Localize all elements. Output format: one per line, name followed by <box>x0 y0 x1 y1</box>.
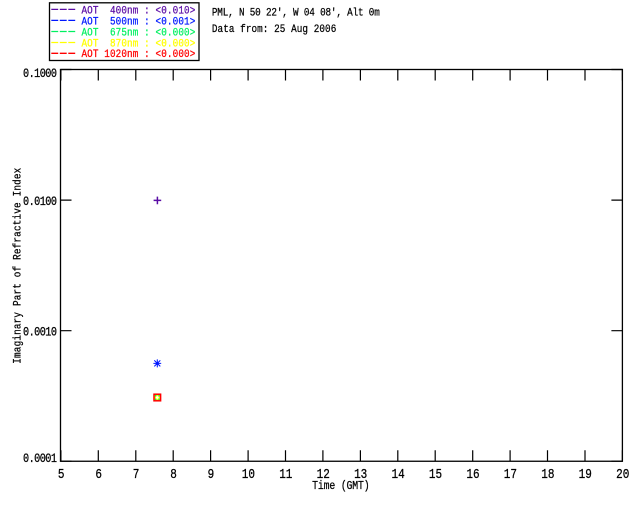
svg-text:AOT 1020nm : <0.000>: AOT 1020nm : <0.000> <box>82 48 196 61</box>
svg-text:13: 13 <box>354 467 367 482</box>
svg-text:19: 19 <box>579 467 592 482</box>
svg-text:0.0001: 0.0001 <box>23 453 57 466</box>
svg-text:8: 8 <box>170 467 177 482</box>
svg-text:10: 10 <box>242 467 255 482</box>
svg-text:11: 11 <box>279 467 292 482</box>
svg-text:PML, N 50 22', W 04 08', Alt 0: PML, N 50 22', W 04 08', Alt 0m <box>212 7 380 20</box>
svg-text:0.1000: 0.1000 <box>23 68 57 81</box>
svg-text:9: 9 <box>208 467 215 482</box>
svg-text:Time (GMT): Time (GMT) <box>312 480 370 493</box>
svg-text:15: 15 <box>429 467 442 482</box>
svg-text:7: 7 <box>133 467 140 482</box>
svg-text:Imaginary Part of Refractive I: Imaginary Part of Refractive Index <box>12 168 25 364</box>
svg-text:AOT 400nm : <0.010>: AOT 400nm : <0.010> <box>82 5 196 18</box>
svg-text:0.0100: 0.0100 <box>23 196 57 209</box>
svg-text:5: 5 <box>58 467 65 482</box>
svg-text:Data from: 25 Aug 2006: Data from: 25 Aug 2006 <box>212 23 336 36</box>
svg-text:20: 20 <box>616 467 629 482</box>
svg-text:18: 18 <box>541 467 554 482</box>
svg-text:AOT 500nm : <0.001>: AOT 500nm : <0.001> <box>82 16 196 29</box>
svg-text:16: 16 <box>466 467 479 482</box>
svg-text:AOT 870nm : <0.000>: AOT 870nm : <0.000> <box>82 38 196 51</box>
svg-text:AOT 675nm : <0.000>: AOT 675nm : <0.000> <box>82 27 196 40</box>
svg-text:0.0010: 0.0010 <box>23 327 57 340</box>
svg-text:14: 14 <box>391 467 404 482</box>
svg-text:6: 6 <box>95 467 102 482</box>
svg-text:12: 12 <box>317 467 330 482</box>
svg-text:17: 17 <box>504 467 517 482</box>
